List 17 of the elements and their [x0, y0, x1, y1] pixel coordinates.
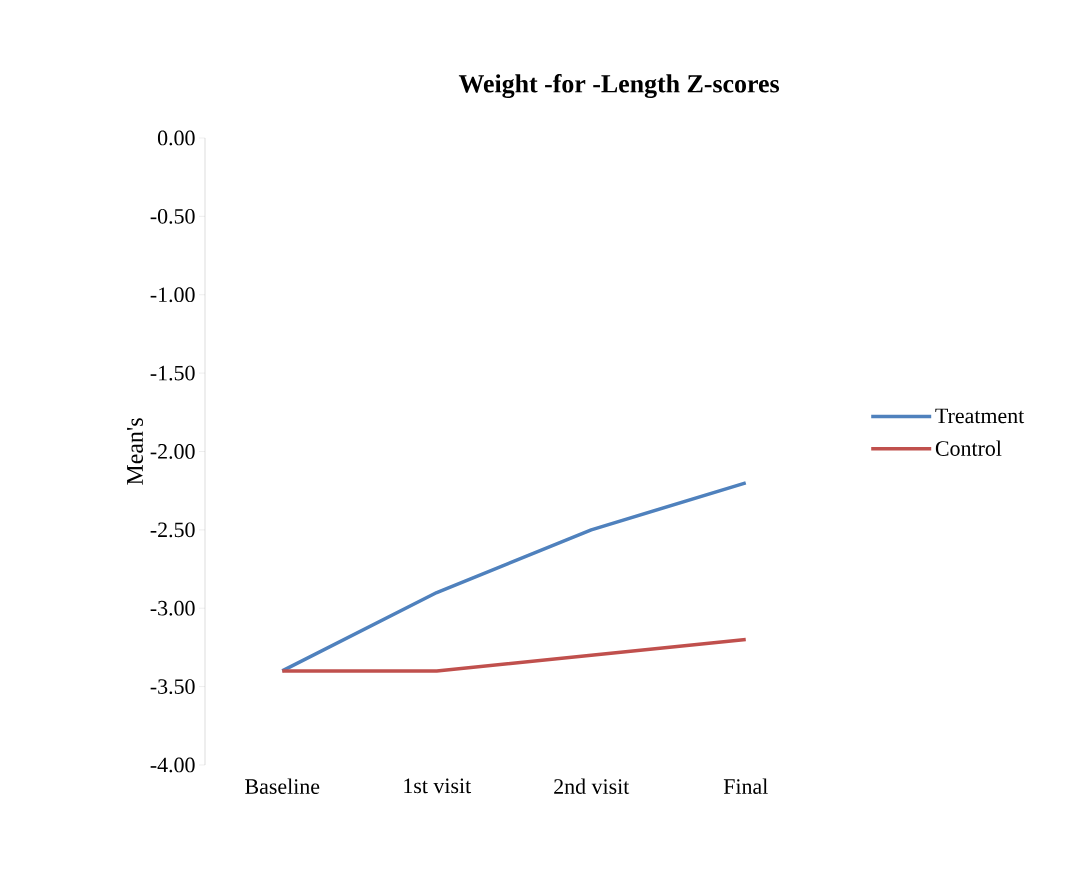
x-tick-label: 1st visit: [404, 778, 472, 794]
y-tick-label: -2.50: [150, 522, 195, 538]
y-tick-label: -0.50: [150, 208, 195, 224]
y-tick-label: -3.00: [150, 600, 195, 616]
legend-label: Treatment: [935, 408, 1025, 424]
y-tick-label: -1.00: [150, 287, 195, 303]
y-tick-label: -1.50: [150, 365, 195, 381]
y-tick-label: 0.00: [157, 130, 195, 146]
y-tick-label: -2.00: [150, 444, 195, 459]
x-tick-label: 2nd visit: [554, 778, 630, 794]
y-axis-title: Mean's: [127, 418, 143, 485]
x-tick-label: Baseline: [245, 778, 320, 794]
y-tick-label: -3.50: [150, 679, 195, 695]
chart-title: Weight -for -Length Z-scores: [458, 74, 780, 98]
y-tick-label: -4.00: [150, 757, 195, 773]
x-tick-label: Final: [723, 778, 768, 794]
legend-label: Control: [935, 440, 1002, 456]
